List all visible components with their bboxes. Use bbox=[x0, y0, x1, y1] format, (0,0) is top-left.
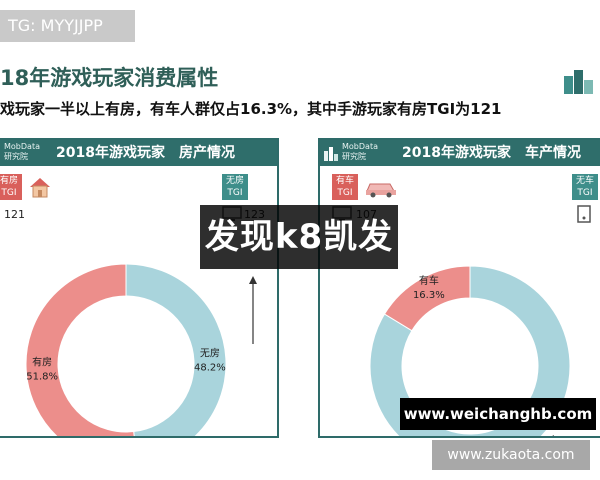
watermark-url-2: www.zukaota.com bbox=[432, 440, 590, 470]
car-panel: MobData 研究院 2018年游戏玩家 车产情况 有车 TGI 107 无车… bbox=[318, 138, 600, 438]
slice-value-label: 51.8% bbox=[26, 372, 58, 383]
house-yes-badge-text: 有房 TGI bbox=[0, 176, 18, 198]
slice-category-label: 有房 bbox=[32, 356, 52, 369]
mobdata-logo-icon bbox=[564, 70, 593, 94]
tablet-hand-icon bbox=[577, 205, 591, 223]
donut-slice-1 bbox=[383, 265, 471, 332]
watermark-center: 发现k8凯发 bbox=[200, 205, 398, 269]
slice-category-label: 无房 bbox=[200, 346, 220, 359]
tg-badge: TG: MYYJJPP bbox=[0, 10, 135, 42]
house-yes-badge: 有房 TGI bbox=[0, 174, 22, 200]
house-yes-tgi-value: 121 bbox=[4, 208, 25, 221]
donut-slice-0 bbox=[369, 265, 571, 436]
housing-panel-header: MobData 研究院 2018年游戏玩家 房产情况 bbox=[0, 140, 277, 166]
brand-sub: 研究院 bbox=[342, 152, 366, 161]
car-no-badge: 无车 TGI bbox=[572, 174, 598, 200]
car-panel-title: 2018年游戏玩家 车产情况 bbox=[402, 145, 581, 161]
arrow-up-icon bbox=[249, 276, 257, 344]
brand-name: MobData bbox=[342, 142, 378, 151]
donut-slice-0 bbox=[125, 263, 227, 436]
page-subtitle: 戏玩家一半以上有房，有车人群仅占16.3%，其中手游玩家有房TGI为121 bbox=[0, 100, 502, 118]
car-yes-badge: 有车 TGI bbox=[332, 174, 358, 200]
mobdata-logo-small-icon bbox=[324, 147, 338, 161]
car-yes-badge-text: 有车 TGI bbox=[335, 176, 354, 198]
housing-donut-chart: 无房 48.2% 有房 51.8% bbox=[25, 263, 227, 436]
page-title: 18年游戏玩家消费属性 bbox=[0, 66, 219, 90]
slice-category-label: 有车 bbox=[419, 274, 439, 287]
brand-name: MobData bbox=[4, 142, 40, 151]
brand-label: MobData 研究院 bbox=[4, 142, 40, 162]
car-no-badge-text: 无车 TGI bbox=[575, 176, 594, 198]
house-icon bbox=[30, 178, 50, 198]
car-panel-header: MobData 研究院 2018年游戏玩家 车产情况 bbox=[320, 140, 600, 166]
brand-label: MobData 研究院 bbox=[342, 142, 378, 162]
house-no-badge-text: 无房 TGI bbox=[225, 176, 244, 198]
watermark-url-1: www.weichanghb.com bbox=[400, 398, 596, 430]
donut-slice-1 bbox=[25, 263, 135, 436]
slice-value-label: 16.3% bbox=[413, 290, 445, 301]
car-icon bbox=[366, 183, 396, 198]
housing-panel: MobData 研究院 2018年游戏玩家 房产情况 有房 TGI 121 无房… bbox=[0, 138, 279, 438]
brand-sub: 研究院 bbox=[4, 152, 28, 161]
house-no-badge: 无房 TGI bbox=[222, 174, 248, 200]
housing-panel-title: 2018年游戏玩家 房产情况 bbox=[56, 145, 235, 161]
slice-value-label: 48.2% bbox=[194, 362, 226, 373]
